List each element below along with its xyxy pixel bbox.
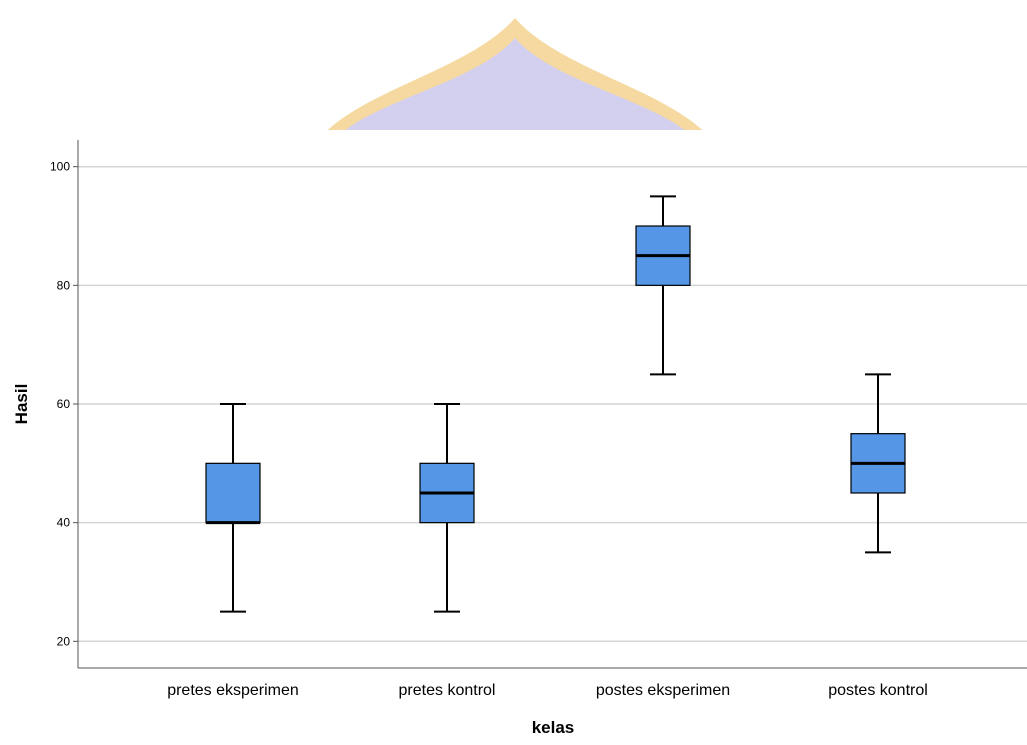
boxes — [205, 195, 906, 613]
grid-lines — [73, 130, 1027, 668]
x-tick-label: pretes kontrol — [399, 682, 496, 699]
box-4 — [850, 373, 906, 554]
box-3 — [635, 195, 691, 376]
x-tick-label: pretes eksperimen — [167, 682, 299, 699]
watermark-fill — [334, 38, 696, 140]
plot-background — [78, 130, 1027, 668]
x-axis-label: kelas — [532, 718, 575, 737]
box-1 — [205, 403, 261, 613]
y-tick-label: 20 — [57, 634, 71, 648]
iqr-box — [205, 462, 261, 524]
axes — [77, 140, 1027, 669]
y-tick-label: 60 — [57, 397, 71, 411]
dome-watermark-icon — [318, 18, 712, 140]
y-tick-label: 80 — [57, 278, 71, 292]
tick-labels: 20 40 60 80 100 pretes eksperimen pretes kontr… — [50, 160, 928, 699]
x-tick-label: postes eksperimen — [596, 682, 730, 699]
y-axis-label: Hasil — [12, 384, 31, 425]
x-tick-label: postes kontrol — [828, 682, 928, 699]
y-tick-label: 100 — [50, 160, 70, 174]
box-2 — [419, 403, 475, 613]
y-tick-label: 40 — [57, 516, 71, 530]
